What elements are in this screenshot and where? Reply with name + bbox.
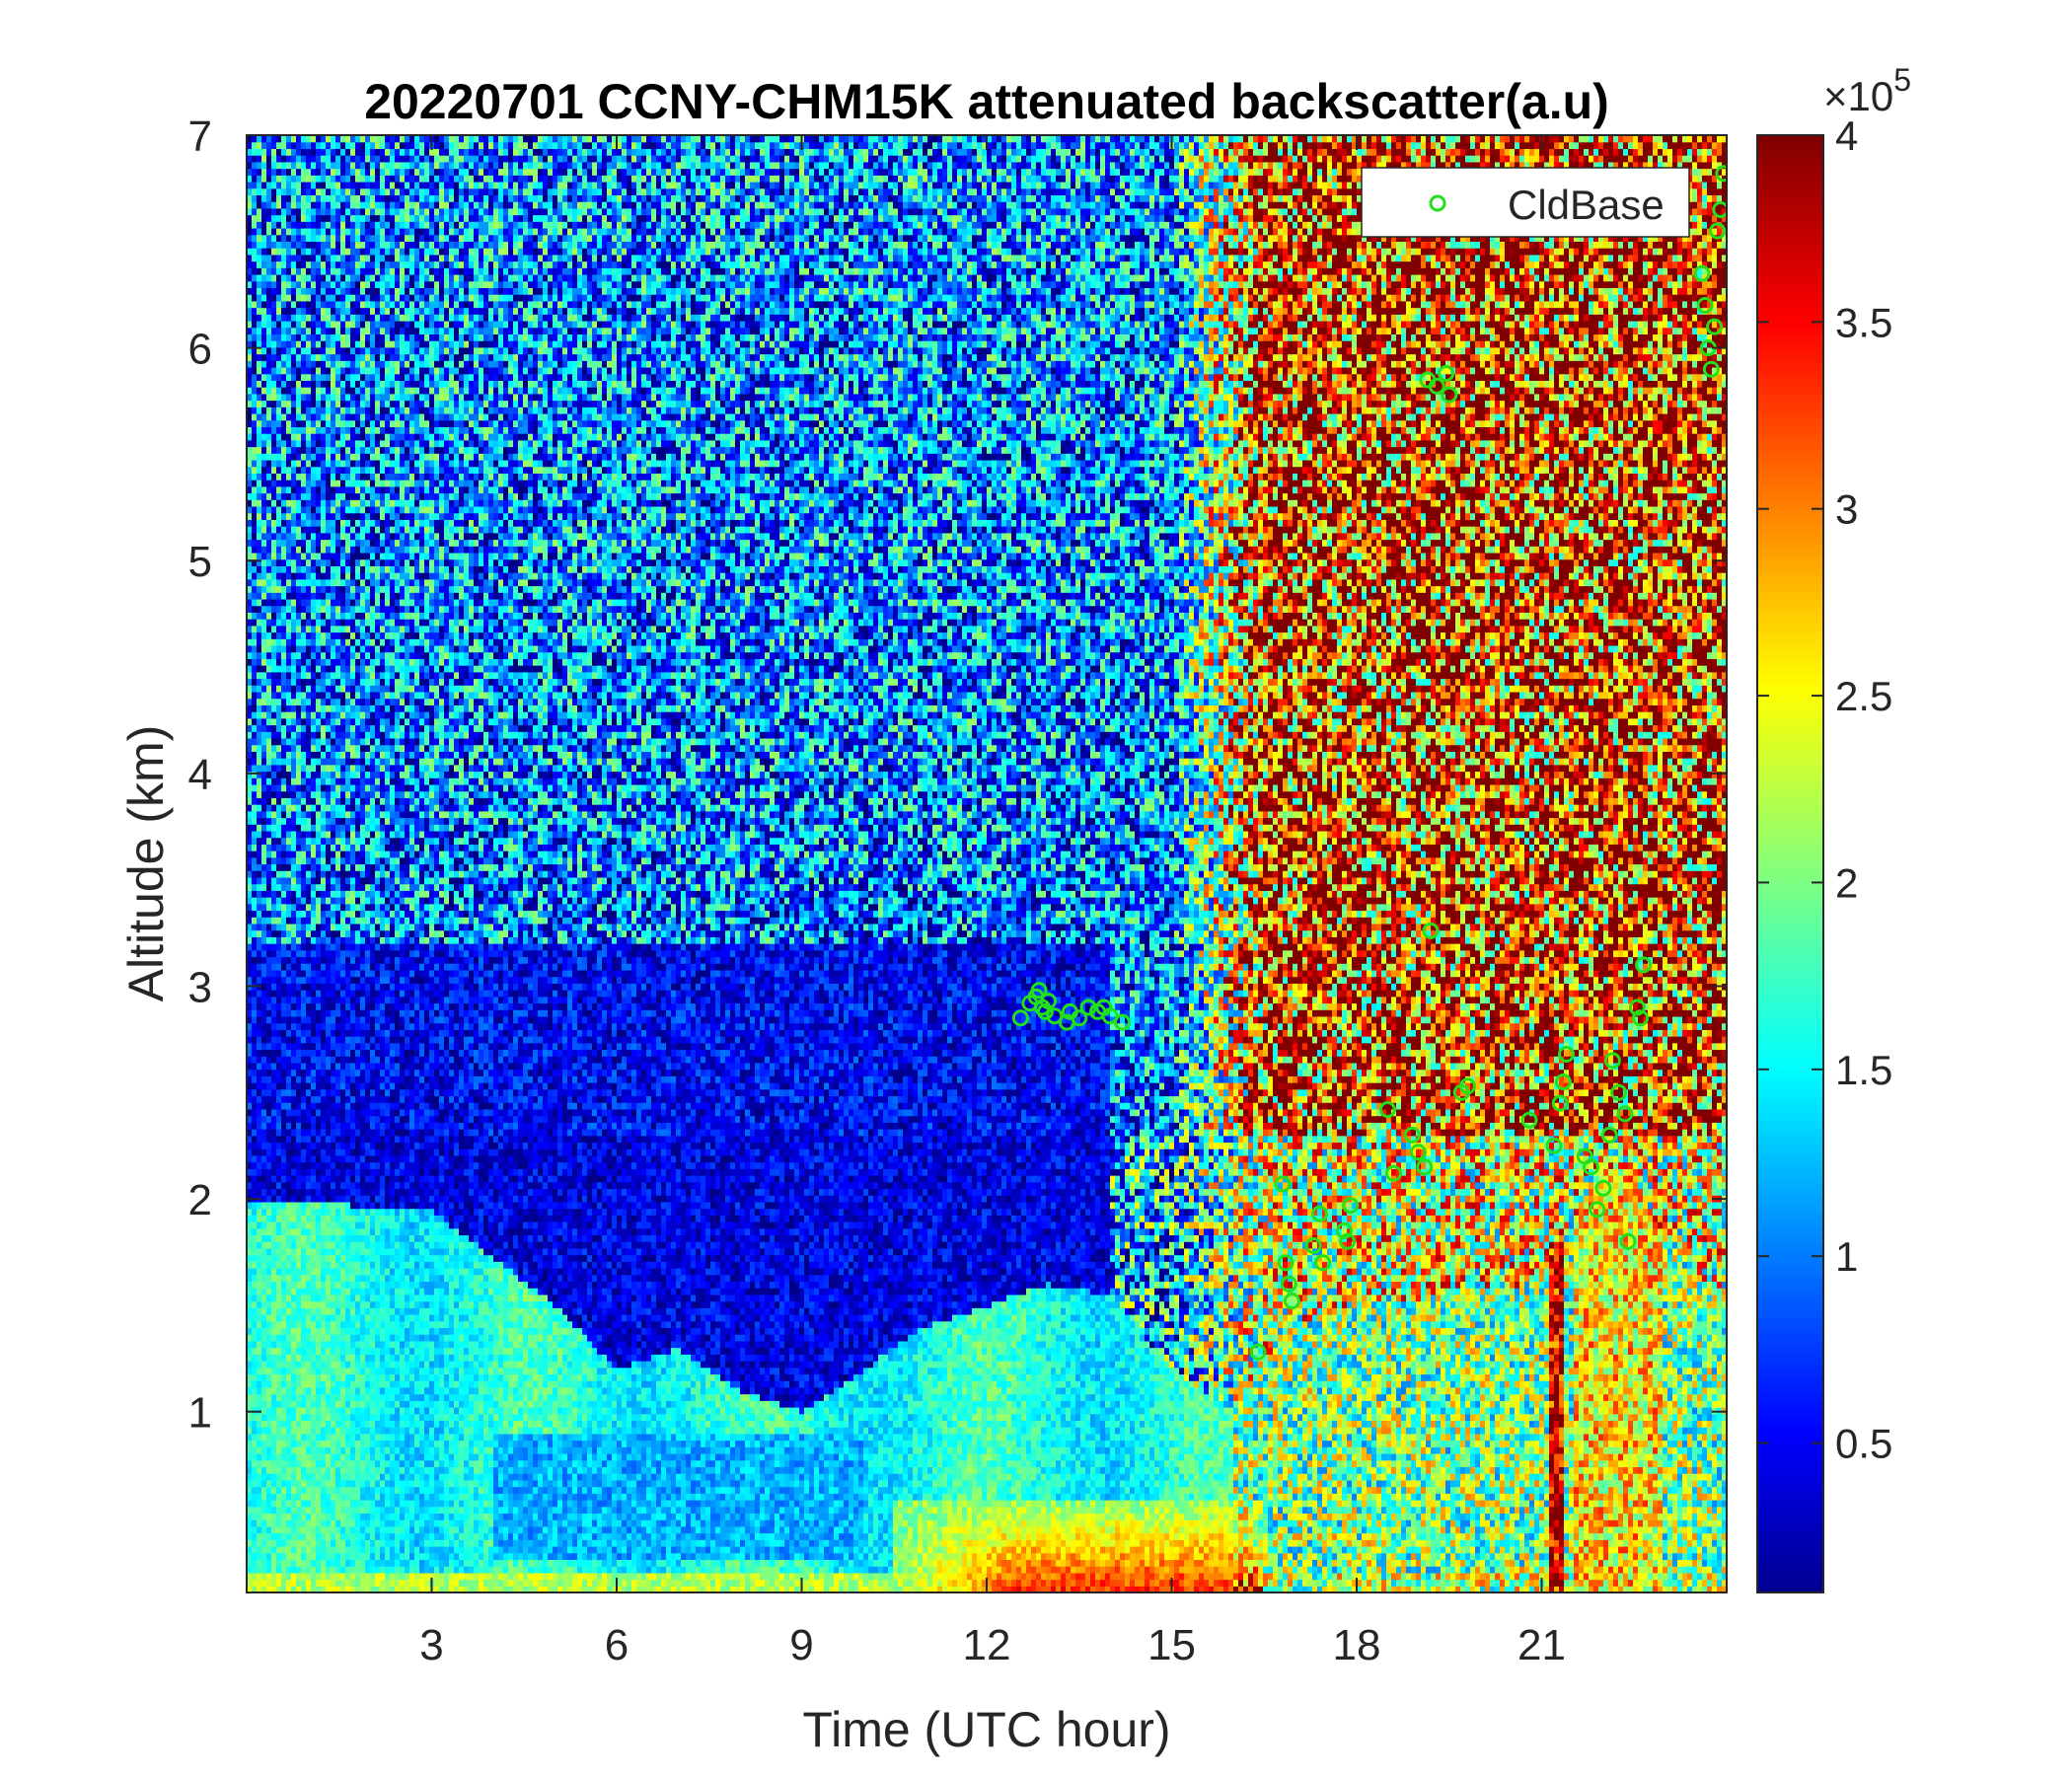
y-axis-label: Altitude (km): [118, 725, 174, 1002]
x-tick-label: 15: [1147, 1621, 1196, 1669]
y-tick-label: 7: [188, 112, 212, 161]
y-tick-label: 5: [188, 538, 212, 586]
colorbar-multiplier: ×105: [1823, 62, 1911, 119]
colorbar-tick-label: 1: [1835, 1233, 1858, 1280]
y-tick-label: 6: [188, 326, 212, 374]
colorbar-tick-label: 3.5: [1835, 299, 1892, 345]
colorbar-multiplier-base: ×10: [1823, 73, 1893, 119]
x-tick-label: 9: [789, 1621, 813, 1669]
x-tick-label: 6: [605, 1621, 629, 1669]
colorbar-tick-label: 4: [1835, 112, 1858, 159]
colorbar-tick-label: 2.5: [1835, 673, 1892, 719]
colorbar-tick-label: 2: [1835, 859, 1858, 906]
backscatter-heatmap: [247, 135, 1728, 1593]
x-tick-label: 3: [419, 1621, 443, 1669]
y-tick-label: 4: [188, 751, 212, 799]
y-tick-label: 1: [188, 1389, 212, 1438]
legend: CldBase: [1362, 168, 1689, 237]
x-tick-label: 18: [1333, 1621, 1381, 1669]
colorbar-tick-label: 3: [1835, 486, 1858, 533]
colorbar-tick-label: 0.5: [1835, 1421, 1892, 1467]
x-tick-label: 12: [963, 1621, 1011, 1669]
colorbar-multiplier-exponent: 5: [1893, 62, 1911, 98]
legend-cldbase-label: CldBase: [1508, 182, 1665, 228]
colorbar-tick-label: 1.5: [1835, 1047, 1892, 1093]
colorbar-gradient: [1757, 135, 1823, 1592]
y-tick-label: 2: [188, 1176, 212, 1224]
colorbar: 0.5 1 1.5 2 2.5 3 3.5 4 ×105: [1757, 62, 1911, 1592]
chart-title: 20220701 CCNY-CHM15K attenuated backscat…: [364, 74, 1609, 129]
x-axis-label: Time (UTC hour): [802, 1702, 1170, 1757]
x-tick-label: 21: [1517, 1621, 1566, 1669]
y-tick-label: 3: [188, 963, 212, 1011]
